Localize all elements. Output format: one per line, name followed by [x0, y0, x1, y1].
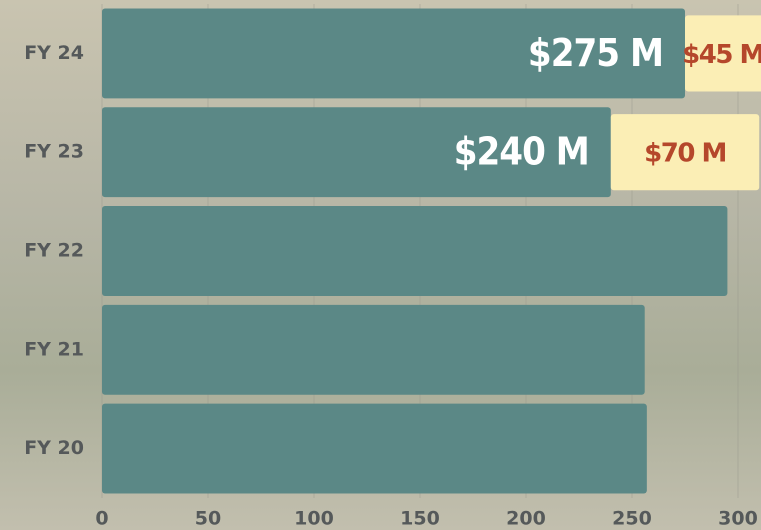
y-tick-label: FY 24: [24, 42, 84, 64]
segment-label: $45 M: [682, 40, 761, 70]
bar: [102, 304, 645, 395]
x-tick-label: 300: [718, 508, 758, 530]
bar: [102, 206, 728, 296]
x-tick-label: 200: [506, 508, 546, 530]
x-tick-label: 100: [294, 508, 334, 530]
x-tick-label: 250: [612, 508, 652, 530]
stacked-segment: [685, 15, 761, 92]
value-label: $240 M: [454, 130, 589, 174]
bar: [102, 107, 611, 198]
x-tick-label: 150: [400, 508, 440, 530]
y-tick-label: FY 21: [24, 338, 84, 360]
bar: [102, 8, 685, 99]
y-tick-label: FY 20: [24, 437, 84, 459]
y-tick-label: FY 22: [24, 240, 84, 262]
value-label: $275 M: [528, 31, 663, 75]
x-tick-label: 50: [195, 508, 221, 530]
segment-label: $70 M: [644, 139, 726, 169]
stacked-segment: [610, 114, 760, 191]
y-tick-label: FY 23: [24, 141, 84, 163]
bar: [102, 403, 647, 494]
x-tick-label: 0: [95, 508, 108, 530]
